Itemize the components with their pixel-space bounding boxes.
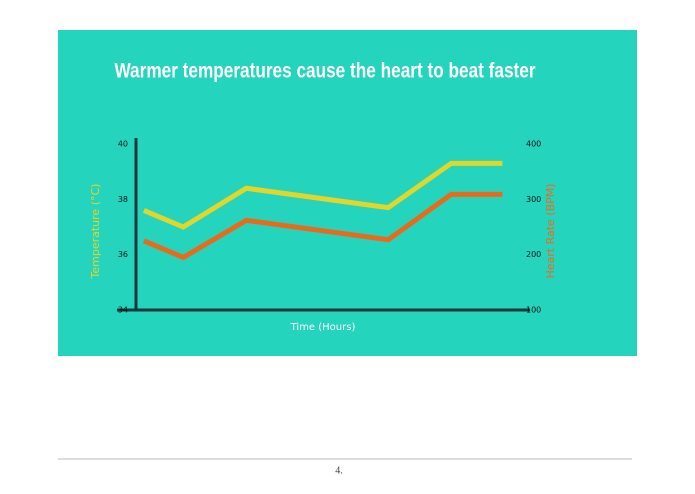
y2-tick-label: 100 — [526, 306, 541, 315]
y2-tick-label: 400 — [526, 140, 541, 149]
y-axis-label: Temperature (°C) — [89, 184, 102, 280]
chart-title: Warmer temperatures cause the heart to b… — [114, 60, 536, 83]
chart-panel — [58, 30, 637, 356]
page-number: 4. — [335, 465, 343, 476]
x-axis-label: Time (Hours) — [290, 322, 356, 333]
y-tick-label: 34 — [118, 306, 128, 315]
y2-tick-label: 200 — [526, 250, 541, 259]
y-tick-label: 40 — [118, 140, 128, 149]
line-series — [142, 160, 503, 230]
y2-tick-label: 300 — [526, 195, 541, 204]
y-tick-label: 38 — [118, 195, 128, 204]
line-series — [142, 191, 503, 261]
y-tick-label: 36 — [118, 250, 128, 259]
y2-axis-label: Heart Rate (BPM) — [544, 183, 557, 278]
